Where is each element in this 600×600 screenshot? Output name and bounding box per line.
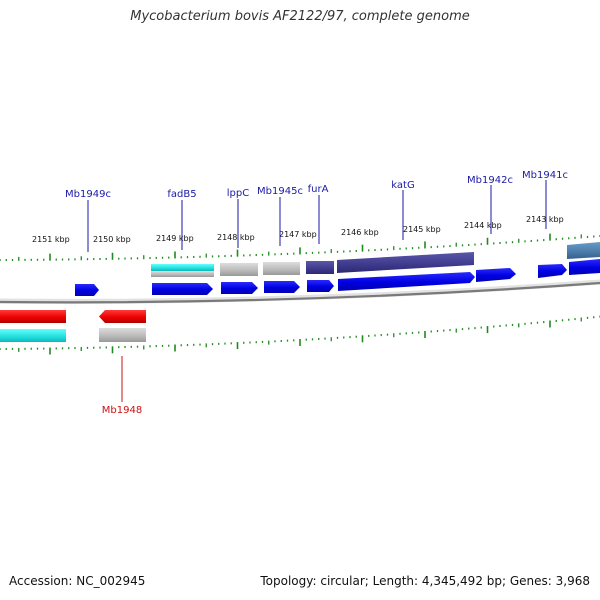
feature-reverse-left-cyan[interactable]: [0, 329, 66, 342]
gene-label-mb1949c[interactable]: Mb1949c: [65, 189, 111, 200]
cds-edge[interactable]: [569, 259, 600, 275]
ruler-label: 2151 kbp: [32, 235, 70, 244]
feature-track-outer: [151, 242, 600, 277]
ruler-label: 2144 kbp: [464, 221, 502, 230]
feature-track-reverse: [0, 328, 146, 342]
cds-mb1948[interactable]: [99, 310, 146, 323]
gene-label-mb1941c[interactable]: Mb1941c: [522, 170, 568, 181]
ruler-label: 2146 kbp: [341, 228, 379, 237]
genome-summary-text: Topology: circular; Length: 4,345,492 bp…: [260, 574, 590, 588]
cds-mb1949c[interactable]: [75, 284, 99, 296]
cds-mb1942c[interactable]: [476, 268, 516, 282]
feature-fadb5-cyan[interactable]: [151, 264, 214, 271]
feature-fura-navy[interactable]: [306, 261, 334, 274]
cds-katg[interactable]: [338, 272, 475, 291]
feature-katg-navy[interactable]: [337, 252, 474, 273]
ruler-ticks-lower: [0, 315, 600, 355]
ruler-label: 2150 kbp: [93, 235, 131, 244]
feature-mb1948-gray[interactable]: [99, 328, 146, 342]
ruler-label: 2143 kbp: [526, 215, 564, 224]
gene-label-mb1942c[interactable]: Mb1942c: [467, 175, 513, 186]
ruler-ticks-upper: [0, 233, 600, 261]
feature-fadb5-gray[interactable]: [151, 271, 214, 277]
gene-label-fura[interactable]: furA: [308, 184, 329, 195]
gene-label-mb1948[interactable]: Mb1948: [102, 405, 142, 416]
gene-label-mb1945c[interactable]: Mb1945c: [257, 186, 303, 197]
ruler-label: 2148 kbp: [217, 233, 255, 242]
map-title: Mycobacterium bovis AF2122/97, complete …: [130, 9, 470, 24]
ruler-label: 2145 kbp: [403, 225, 441, 234]
cds-track-reverse: [0, 310, 146, 323]
cds-mb1941c[interactable]: [538, 264, 567, 278]
cds-lppc[interactable]: [221, 282, 258, 294]
feature-mb1945c-gray[interactable]: [263, 262, 300, 275]
cds-fura[interactable]: [307, 280, 334, 292]
cds-reverse-left[interactable]: [0, 310, 66, 323]
ruler-label: 2147 kbp: [279, 230, 317, 239]
cds-track-forward: [75, 259, 600, 296]
gene-label-katg[interactable]: katG: [391, 180, 414, 191]
ruler-label: 2149 kbp: [156, 234, 194, 243]
accession-text: Accession: NC_002945: [9, 574, 146, 588]
genome-backbone-core: [0, 281, 600, 304]
feature-steel[interactable]: [567, 242, 600, 259]
gene-label-lppc[interactable]: lppC: [227, 188, 249, 199]
feature-lppc-gray[interactable]: [220, 263, 258, 276]
cds-mb1945c[interactable]: [264, 281, 300, 293]
gene-label-fadb5[interactable]: fadB5: [167, 189, 196, 200]
cds-fadb5[interactable]: [152, 283, 213, 295]
